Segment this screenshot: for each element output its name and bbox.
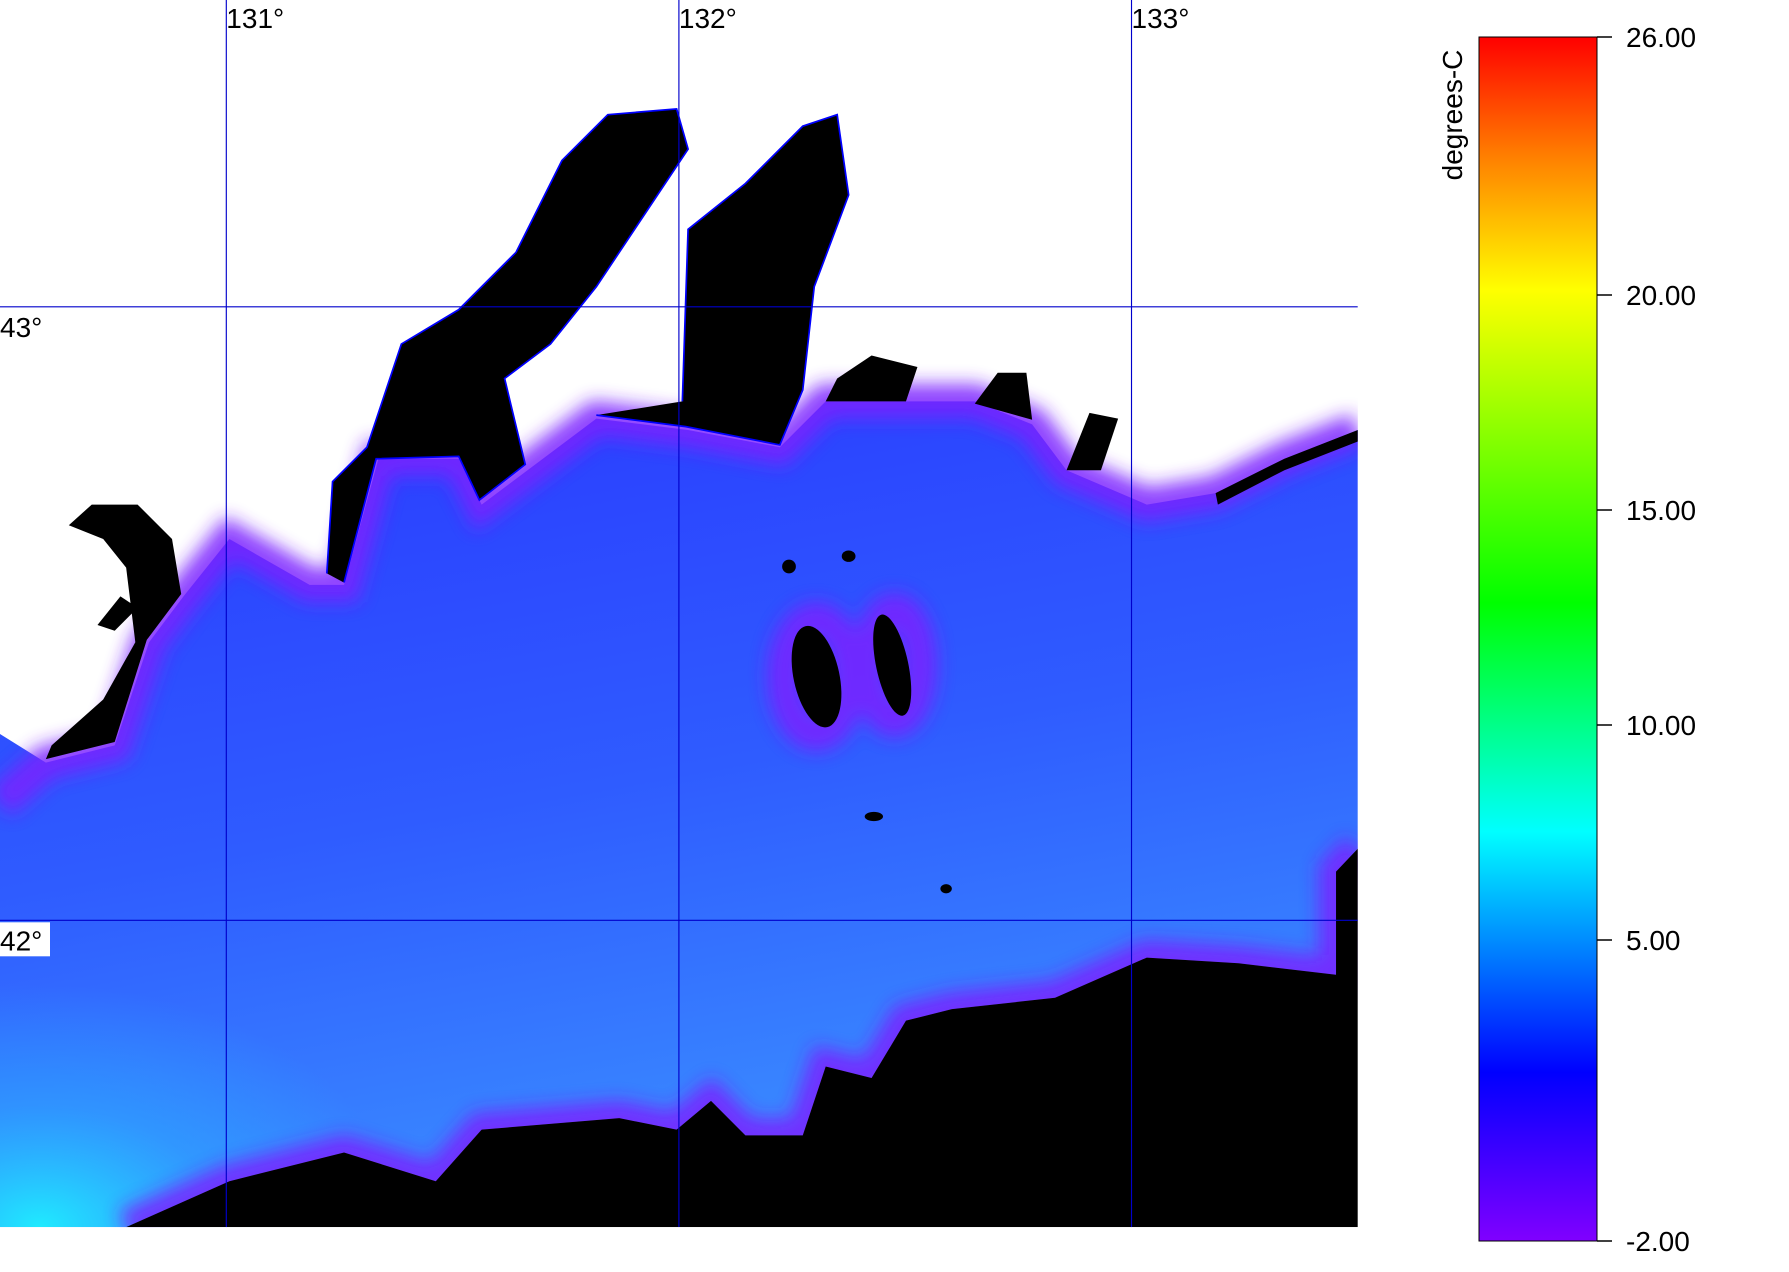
colorbar-tick-label: -2.00: [1626, 1226, 1690, 1257]
labels: 131° 132° 133° 43° 42° 26.00 20.00 15.00 10.00 5.…: [0, 3, 1696, 1257]
colorbar-tick-label: 26.00: [1626, 22, 1696, 53]
longitude-label: 131°: [226, 3, 284, 34]
latitude-label: 42°: [0, 925, 42, 956]
land: [45, 108, 1358, 1228]
latitude-label: 43°: [0, 312, 42, 343]
colorbar-tick-label: 15.00: [1626, 495, 1696, 526]
latitude-label-bg: [0, 922, 50, 957]
colorbar: [1478, 36, 1598, 1242]
colorbar-tick-label: 20.00: [1626, 280, 1696, 311]
longitude-label: 133°: [1132, 3, 1190, 34]
longitude-label: 132°: [679, 3, 737, 34]
colorbar-tick-label: 10.00: [1626, 710, 1696, 741]
latitude-label-bg: [0, 308, 50, 343]
coastline: [325, 108, 850, 583]
colorbar-tick-label: 5.00: [1626, 925, 1681, 956]
graticule: [0, 0, 1358, 1228]
map-area: [0, 0, 1358, 1228]
colorbar-label: degrees-C: [1437, 50, 1468, 181]
